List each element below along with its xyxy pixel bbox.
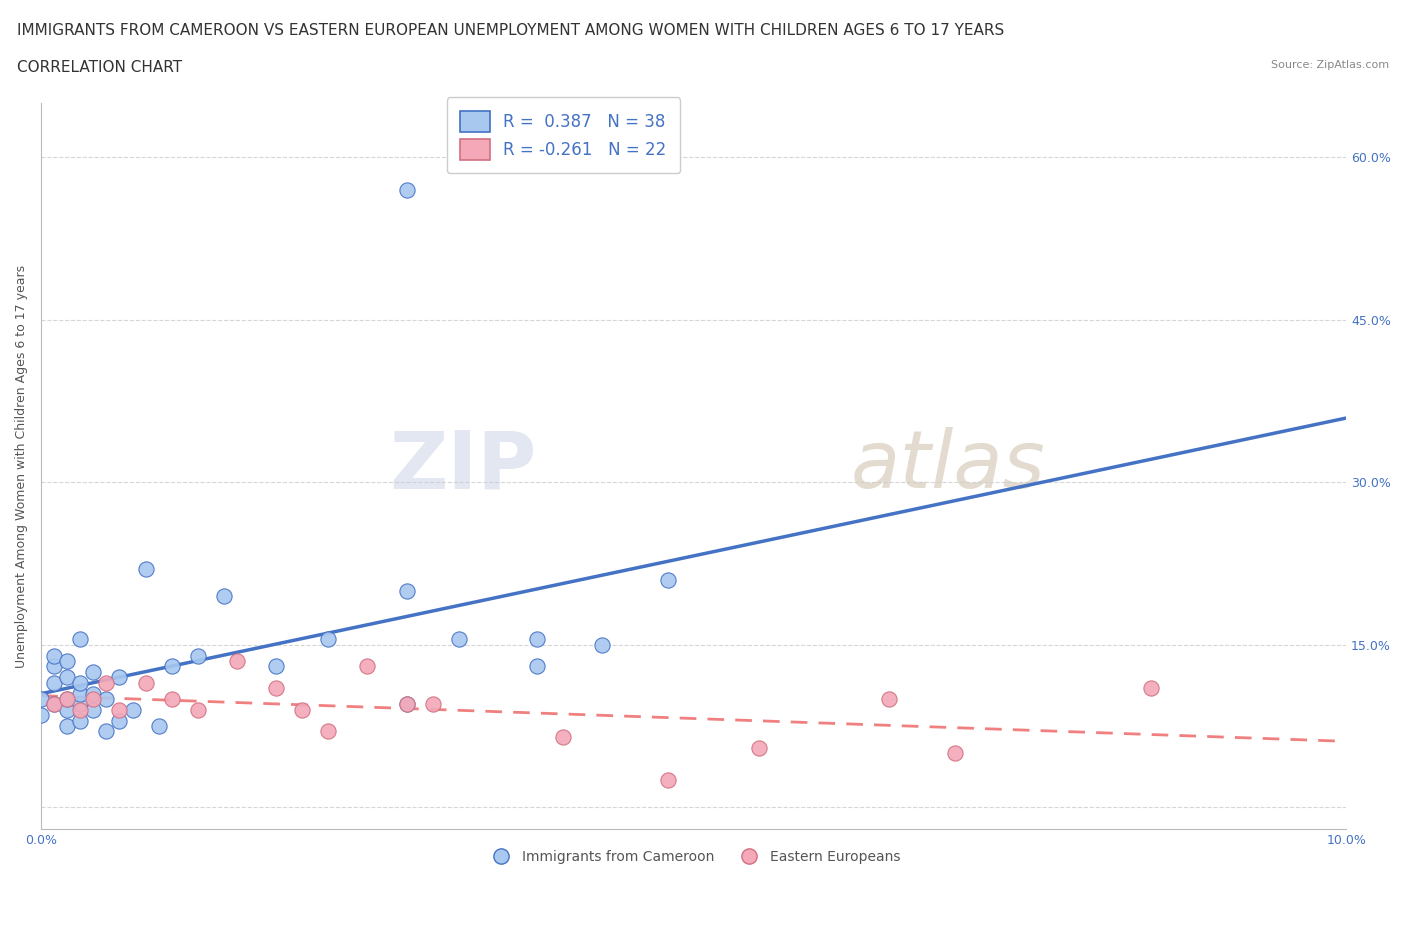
Text: Source: ZipAtlas.com: Source: ZipAtlas.com	[1271, 60, 1389, 71]
Point	[160, 692, 183, 707]
Point	[108, 670, 131, 684]
Point	[44, 675, 66, 690]
Point	[44, 697, 66, 711]
Point	[96, 724, 118, 738]
Y-axis label: Unemployment Among Women with Children Ages 6 to 17 years: Unemployment Among Women with Children A…	[15, 264, 28, 668]
Point	[135, 675, 157, 690]
Point	[108, 702, 131, 717]
Point	[291, 702, 314, 717]
Point	[135, 562, 157, 577]
Point	[318, 632, 340, 647]
Point	[187, 648, 209, 663]
Point	[30, 692, 52, 707]
Text: ZIP: ZIP	[389, 427, 537, 505]
Point	[226, 654, 249, 669]
Point	[69, 675, 91, 690]
Point	[212, 589, 235, 604]
Point	[82, 664, 104, 679]
Point	[30, 708, 52, 723]
Point	[56, 654, 79, 669]
Text: CORRELATION CHART: CORRELATION CHART	[17, 60, 181, 75]
Point	[69, 632, 91, 647]
Point	[108, 713, 131, 728]
Point	[748, 740, 770, 755]
Point	[96, 675, 118, 690]
Text: IMMIGRANTS FROM CAMEROON VS EASTERN EUROPEAN UNEMPLOYMENT AMONG WOMEN WITH CHILD: IMMIGRANTS FROM CAMEROON VS EASTERN EURO…	[17, 23, 1004, 38]
Point	[56, 692, 79, 707]
Point	[657, 572, 679, 587]
Point	[318, 724, 340, 738]
Point	[526, 659, 548, 674]
Point	[44, 659, 66, 674]
Point	[82, 686, 104, 701]
Point	[422, 697, 444, 711]
Point	[56, 670, 79, 684]
Point	[148, 719, 170, 734]
Point	[160, 659, 183, 674]
Point	[943, 746, 966, 761]
Point	[56, 702, 79, 717]
Point	[264, 681, 287, 696]
Point	[447, 632, 470, 647]
Point	[395, 697, 418, 711]
Point	[553, 729, 575, 744]
Point	[56, 719, 79, 734]
Text: atlas: atlas	[851, 427, 1045, 505]
Point	[56, 692, 79, 707]
Point	[69, 702, 91, 717]
Point	[44, 648, 66, 663]
Point	[82, 692, 104, 707]
Point	[264, 659, 287, 674]
Point	[526, 632, 548, 647]
Point	[879, 692, 901, 707]
Point	[657, 773, 679, 788]
Point	[1139, 681, 1161, 696]
Point	[44, 697, 66, 711]
Point	[356, 659, 378, 674]
Point	[96, 692, 118, 707]
Point	[82, 702, 104, 717]
Point	[395, 697, 418, 711]
Point	[395, 182, 418, 197]
Point	[395, 583, 418, 598]
Point	[121, 702, 143, 717]
Point	[187, 702, 209, 717]
Point	[69, 686, 91, 701]
Point	[69, 713, 91, 728]
Legend: Immigrants from Cameroon, Eastern Europeans: Immigrants from Cameroon, Eastern Europe…	[482, 844, 905, 870]
Point	[69, 697, 91, 711]
Point	[591, 637, 613, 652]
